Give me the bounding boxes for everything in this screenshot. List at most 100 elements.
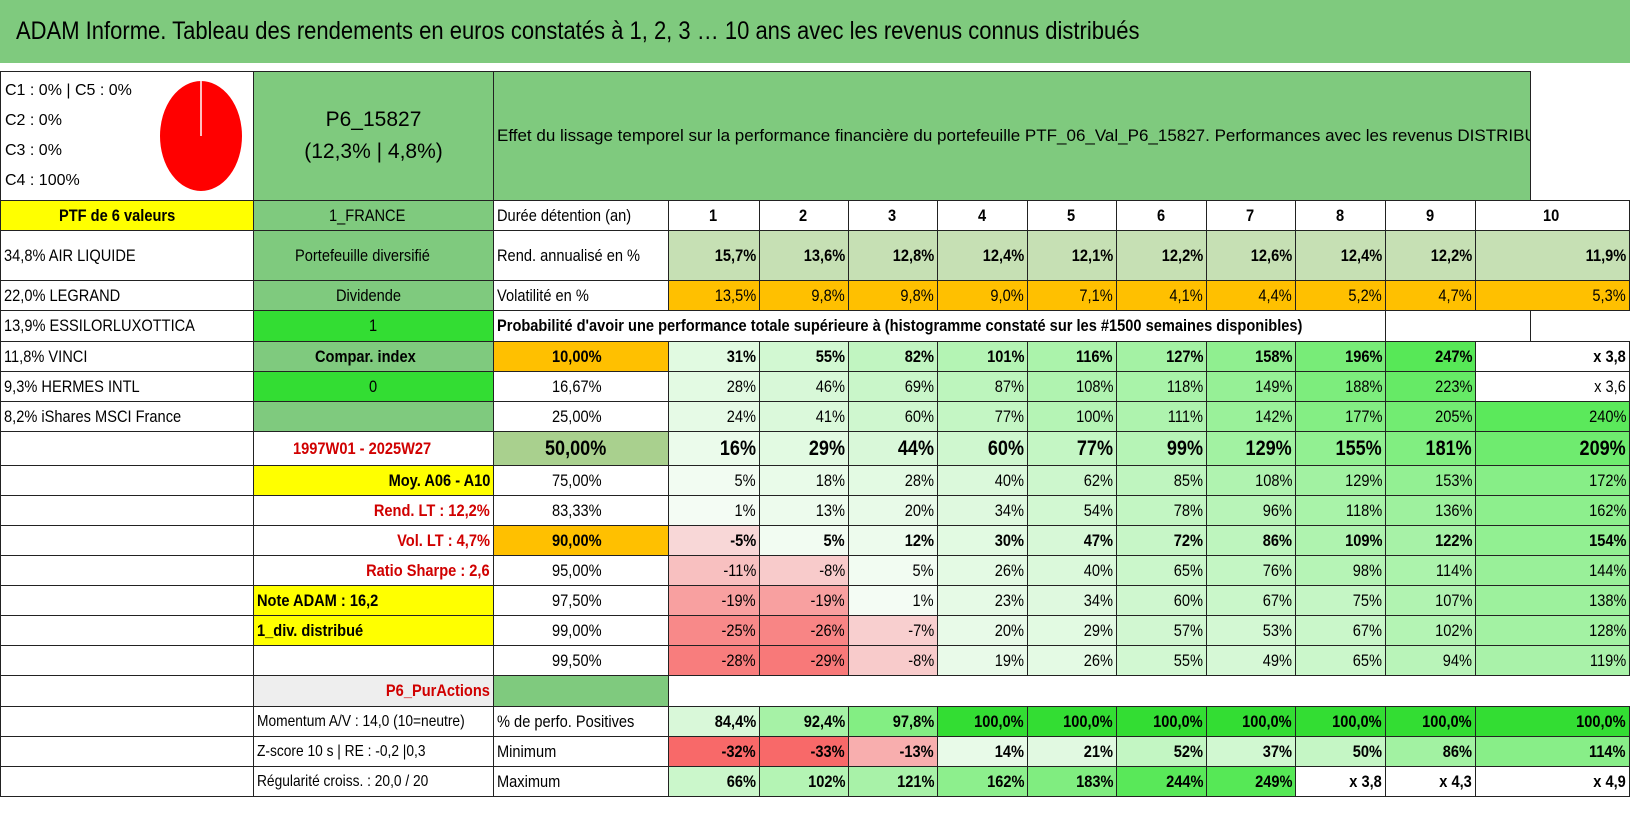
quantile-value-text: 116% xyxy=(1076,346,1113,366)
quantile-value-text: 100% xyxy=(1075,406,1113,426)
prob-label-text: Probabilité d'avoir une performance tota… xyxy=(497,316,1303,335)
quantile-value-text: 82% xyxy=(904,346,934,366)
vol-value-text: 5,3% xyxy=(1592,285,1626,305)
quantile-value: -19% xyxy=(668,585,760,616)
quantile-value: 62% xyxy=(1027,465,1117,496)
quantile-value-text: 46% xyxy=(815,376,845,396)
quantile-value: 31% xyxy=(668,341,760,372)
quantile-value: 46% xyxy=(759,371,849,402)
quantile-value: 114% xyxy=(1385,555,1476,586)
rend-value: 15,7% xyxy=(668,230,760,281)
quantile-value-text: 60% xyxy=(1173,590,1203,610)
quantile-row: 1_div. distribué 99,00% -25% -26% -7% 20% 29% 5… xyxy=(0,615,1630,646)
holding-item: 13,9% ESSILORLUXOTTICA xyxy=(0,310,254,342)
quantile-label: 99,50% xyxy=(493,645,669,676)
quantile-value: 142% xyxy=(1206,401,1296,432)
quantile-value-text: 1% xyxy=(912,590,934,610)
v1-label: 1 xyxy=(253,310,494,342)
middle-info: Note ADAM : 16,2 xyxy=(253,585,494,616)
empty-cell xyxy=(1385,310,1531,342)
zscore-label-text: Z-score 10 s | RE : -0,2 |0,3 xyxy=(257,742,426,760)
year-header-text: 1 xyxy=(709,205,718,225)
quantile-value-text: 75% xyxy=(1352,590,1382,610)
holding-item: 22,0% LEGRAND xyxy=(0,280,254,311)
quantile-value-text: 98% xyxy=(1352,560,1382,580)
quantile-value: 47% xyxy=(1027,525,1117,556)
min-value-text: -13% xyxy=(899,741,934,761)
quantile-label: 90,00% xyxy=(493,525,669,556)
max-label-text: Maximum xyxy=(497,771,561,791)
ptf-label: PTF de 6 valeurs xyxy=(0,200,254,231)
pos-value: 100,0% xyxy=(1206,706,1296,737)
rend-value: 12,6% xyxy=(1206,230,1296,281)
blank-area xyxy=(669,676,1531,707)
empty-cell xyxy=(0,766,254,797)
country-label-text: 1_FRANCE xyxy=(329,205,406,225)
quantile-value: 118% xyxy=(1116,371,1207,402)
quantile-value-text: 78% xyxy=(1173,500,1203,520)
min-value: 37% xyxy=(1206,736,1296,767)
quantile-value: 24% xyxy=(668,401,760,432)
year-header-text: 4 xyxy=(977,205,986,225)
min-label-text: Minimum xyxy=(497,741,557,761)
quantile-value-text: 26% xyxy=(994,560,1024,580)
quantile-value-text: 30% xyxy=(994,530,1024,550)
empty-cell xyxy=(0,555,254,586)
quantile-value: 5% xyxy=(848,555,938,586)
quantile-value: 162% xyxy=(1475,495,1630,526)
pos-value: 100,0% xyxy=(1385,706,1476,737)
pur-label-text: P6_PurActions xyxy=(385,681,490,700)
vol-value: 4,4% xyxy=(1206,280,1296,311)
zscore-label: Z-score 10 s | RE : -0,2 |0,3 xyxy=(253,736,494,767)
portfolio-code: P6_15827 xyxy=(325,108,422,131)
quantile-value-text: 44% xyxy=(897,436,934,460)
quantile-value: 16% xyxy=(668,431,760,466)
allocation-cell: C1 : 0% | C5 : 0% C2 : 0% C3 : 0% C4 : 1… xyxy=(0,71,254,201)
quantile-value-text: 40% xyxy=(1083,560,1113,580)
middle-info: 1_div. distribué xyxy=(253,615,494,646)
pos-value-text: 100,0% xyxy=(1242,711,1292,731)
quantile-value: 28% xyxy=(848,465,938,496)
quantile-value: 1% xyxy=(668,495,760,526)
quantile-row: Note ADAM : 16,2 97,50% -19% -19% 1% 23% 34% 60… xyxy=(0,585,1630,616)
quantile-label: 50,00% xyxy=(493,431,669,466)
min-value: 52% xyxy=(1116,736,1207,767)
empty-cell xyxy=(0,615,254,646)
quantile-label: 25,00% xyxy=(493,401,669,432)
empty-cell xyxy=(0,675,254,707)
pos-label-text: % de perfo. Positives xyxy=(497,711,635,731)
quantile-value: 100% xyxy=(1027,401,1117,432)
middle-info: 1997W01 - 2025W27 xyxy=(253,431,494,466)
holding-item-text: 9,3% HERMES INTL xyxy=(4,376,140,396)
vol-value-text: 5,2% xyxy=(1348,285,1382,305)
rend-value: 12,4% xyxy=(937,230,1028,281)
empty-cell xyxy=(0,585,254,616)
pos-value: 100,0% xyxy=(1295,706,1386,737)
rend-value-text: 12,4% xyxy=(982,245,1024,265)
country-label: 1_FRANCE xyxy=(253,200,494,231)
quantile-value: 99% xyxy=(1116,431,1207,466)
quantile-value: 44% xyxy=(848,431,938,466)
quantile-label: 95,00% xyxy=(493,555,669,586)
quantile-label: 83,33% xyxy=(493,495,669,526)
rend-value: 12,2% xyxy=(1116,230,1207,281)
holding-item: 9,3% HERMES INTL xyxy=(0,371,254,402)
quantile-label: 75,00% xyxy=(493,465,669,496)
quantile-value-text: 181% xyxy=(1425,436,1472,460)
quantile-label-text: 75,00% xyxy=(552,470,602,490)
quantile-value-text: 102% xyxy=(1434,620,1472,640)
quantile-value-text: 23% xyxy=(994,590,1024,610)
quantile-value-text: -11% xyxy=(722,560,756,580)
quantile-value-text: 53% xyxy=(1262,620,1292,640)
min-label: Minimum xyxy=(493,736,669,767)
rend-value: 11,9% xyxy=(1475,230,1630,281)
quantile-value: 60% xyxy=(848,401,938,432)
quantile-value-text: 69% xyxy=(904,376,934,396)
rend-value-text: 15,7% xyxy=(714,245,756,265)
performance-table: C1 : 0% | C5 : 0% C2 : 0% C3 : 0% C4 : 1… xyxy=(0,71,1630,797)
quantile-value-text: 158% xyxy=(1254,346,1292,366)
quantile-value: 82% xyxy=(848,341,938,372)
quantile-value-text: 172% xyxy=(1588,470,1626,490)
quantile-value: 181% xyxy=(1385,431,1476,466)
vol-value-text: 4,4% xyxy=(1258,285,1292,305)
